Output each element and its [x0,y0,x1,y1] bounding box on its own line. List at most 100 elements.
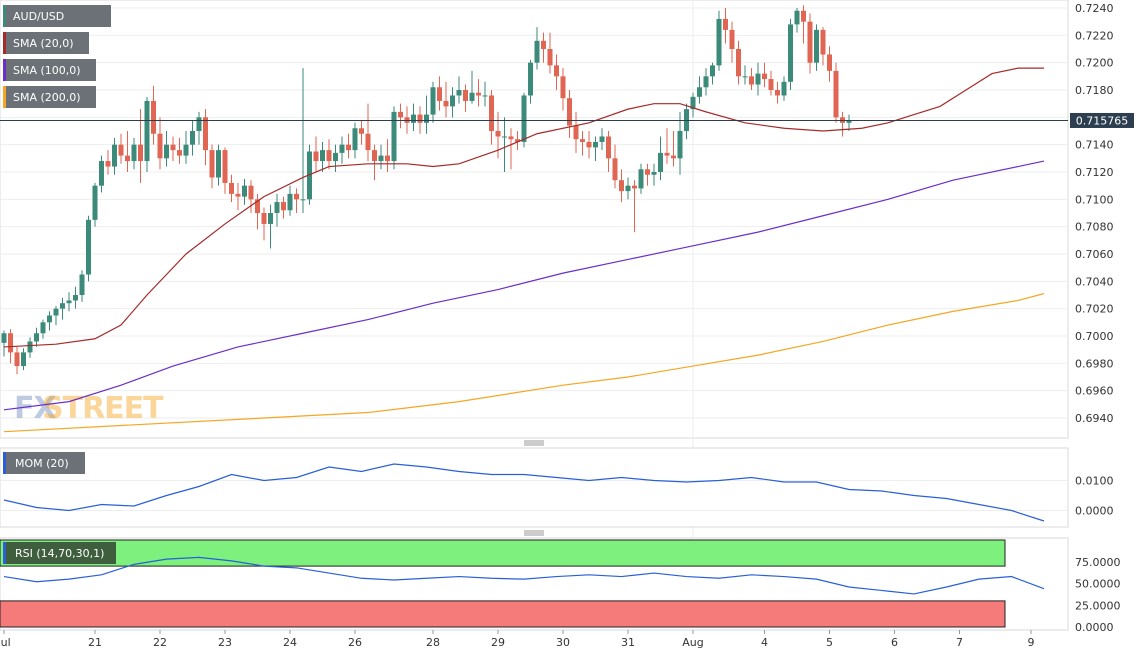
price-tick-label: 0.7000 [1075,330,1114,343]
price-tick-label: 0.7080 [1075,221,1114,234]
legend-instrument[interactable]: AUD/USD [3,5,111,27]
watermark-street: STREET [42,391,164,426]
candle-body [235,193,241,197]
candle [53,305,59,326]
candle [554,54,559,90]
mom-y-axis: 0.0100 0.0000 [1075,475,1114,518]
candle [151,85,156,145]
candle-body [567,98,572,126]
candle-body [378,155,384,162]
candle [105,150,111,175]
candle-body [268,213,273,224]
candle [14,346,20,375]
candle [749,68,754,90]
candle [820,27,826,66]
x-tick-label: Aug [682,636,703,649]
candle [1,330,7,357]
candle-body [27,341,33,353]
candle-body [482,95,488,97]
candle-body [573,125,579,140]
candle [34,327,39,347]
candle [827,46,832,82]
candle-body [476,92,481,96]
price-tick-label: 0.7220 [1075,29,1114,42]
price-tick-label: 0.6980 [1075,357,1114,370]
candle [125,131,130,172]
candle-body [352,128,358,151]
candle-body [755,73,761,85]
candle-body [40,322,46,334]
price-tick-label: 0.7140 [1075,139,1114,152]
candle [482,81,488,107]
candle-body [242,185,247,197]
candle [229,174,234,203]
candle-body [443,100,449,107]
legend-sma20[interactable]: SMA (20,0) [3,32,89,54]
sma20-line [3,67,1044,348]
legend-rsi[interactable]: RSI (14,70,30,1) [3,542,116,564]
candle [339,136,345,164]
candle-body [658,152,663,172]
candle-body [625,185,631,192]
candle [21,348,26,371]
candle-body [125,155,130,162]
candle [645,163,650,186]
mom-grid [0,480,1068,511]
candle [268,204,273,249]
candle-body [489,95,494,131]
x-tick-label: 21 [88,636,102,649]
candle-body [469,92,475,101]
candle-body [255,199,260,213]
candle-body [183,144,189,156]
candle [248,180,254,213]
candle [456,76,462,104]
candle [99,155,104,193]
candle [619,169,624,203]
candle-body [222,150,228,183]
candle-body [456,90,462,96]
candle [385,139,390,172]
panel-resize-handle[interactable] [524,440,544,446]
candle-body [547,49,553,66]
candle [690,92,696,118]
candle-body [775,90,780,96]
candle-body [118,144,124,156]
candle-body [365,133,371,151]
legend-sma100[interactable]: SMA (100,0) [3,59,96,81]
price-tick-label: 0.7060 [1075,248,1114,261]
panel-resize-handle-2[interactable] [524,530,544,536]
mom-tick-label: 0.0100 [1075,475,1114,488]
mom-panel [0,447,1069,528]
x-tick-label: 29 [491,636,505,649]
candle [313,136,319,172]
legend-sma200[interactable]: SMA (200,0) [3,86,96,108]
candle [242,178,247,205]
candle-body [450,95,455,107]
candle [333,144,338,172]
candle [66,292,72,312]
candle [209,144,215,189]
candle [710,62,715,85]
candle [515,131,520,151]
candle [131,137,137,170]
candle-body [716,18,722,66]
price-panel [0,0,1069,439]
candle [599,128,605,151]
candle [502,117,507,172]
candle [547,32,553,74]
time-x-axis: Jul 21 22 23 24 26 28 29 30 31 Aug 4 5 6 7 9 [0,630,1035,649]
legend-mom-label: MOM (20) [15,457,69,470]
watermark-fx: FX [14,391,56,426]
candle-body [677,131,683,159]
candle [437,76,442,111]
candle-body [638,169,644,189]
legend-mom[interactable]: MOM (20) [3,452,85,474]
candle [567,90,572,138]
candle [170,136,176,162]
candle-body [586,141,592,148]
candle [300,68,306,213]
price-tick-label: 0.7040 [1075,275,1114,288]
candle-body [515,139,520,142]
candle-body [131,144,137,162]
candlestick-series [1,5,852,375]
